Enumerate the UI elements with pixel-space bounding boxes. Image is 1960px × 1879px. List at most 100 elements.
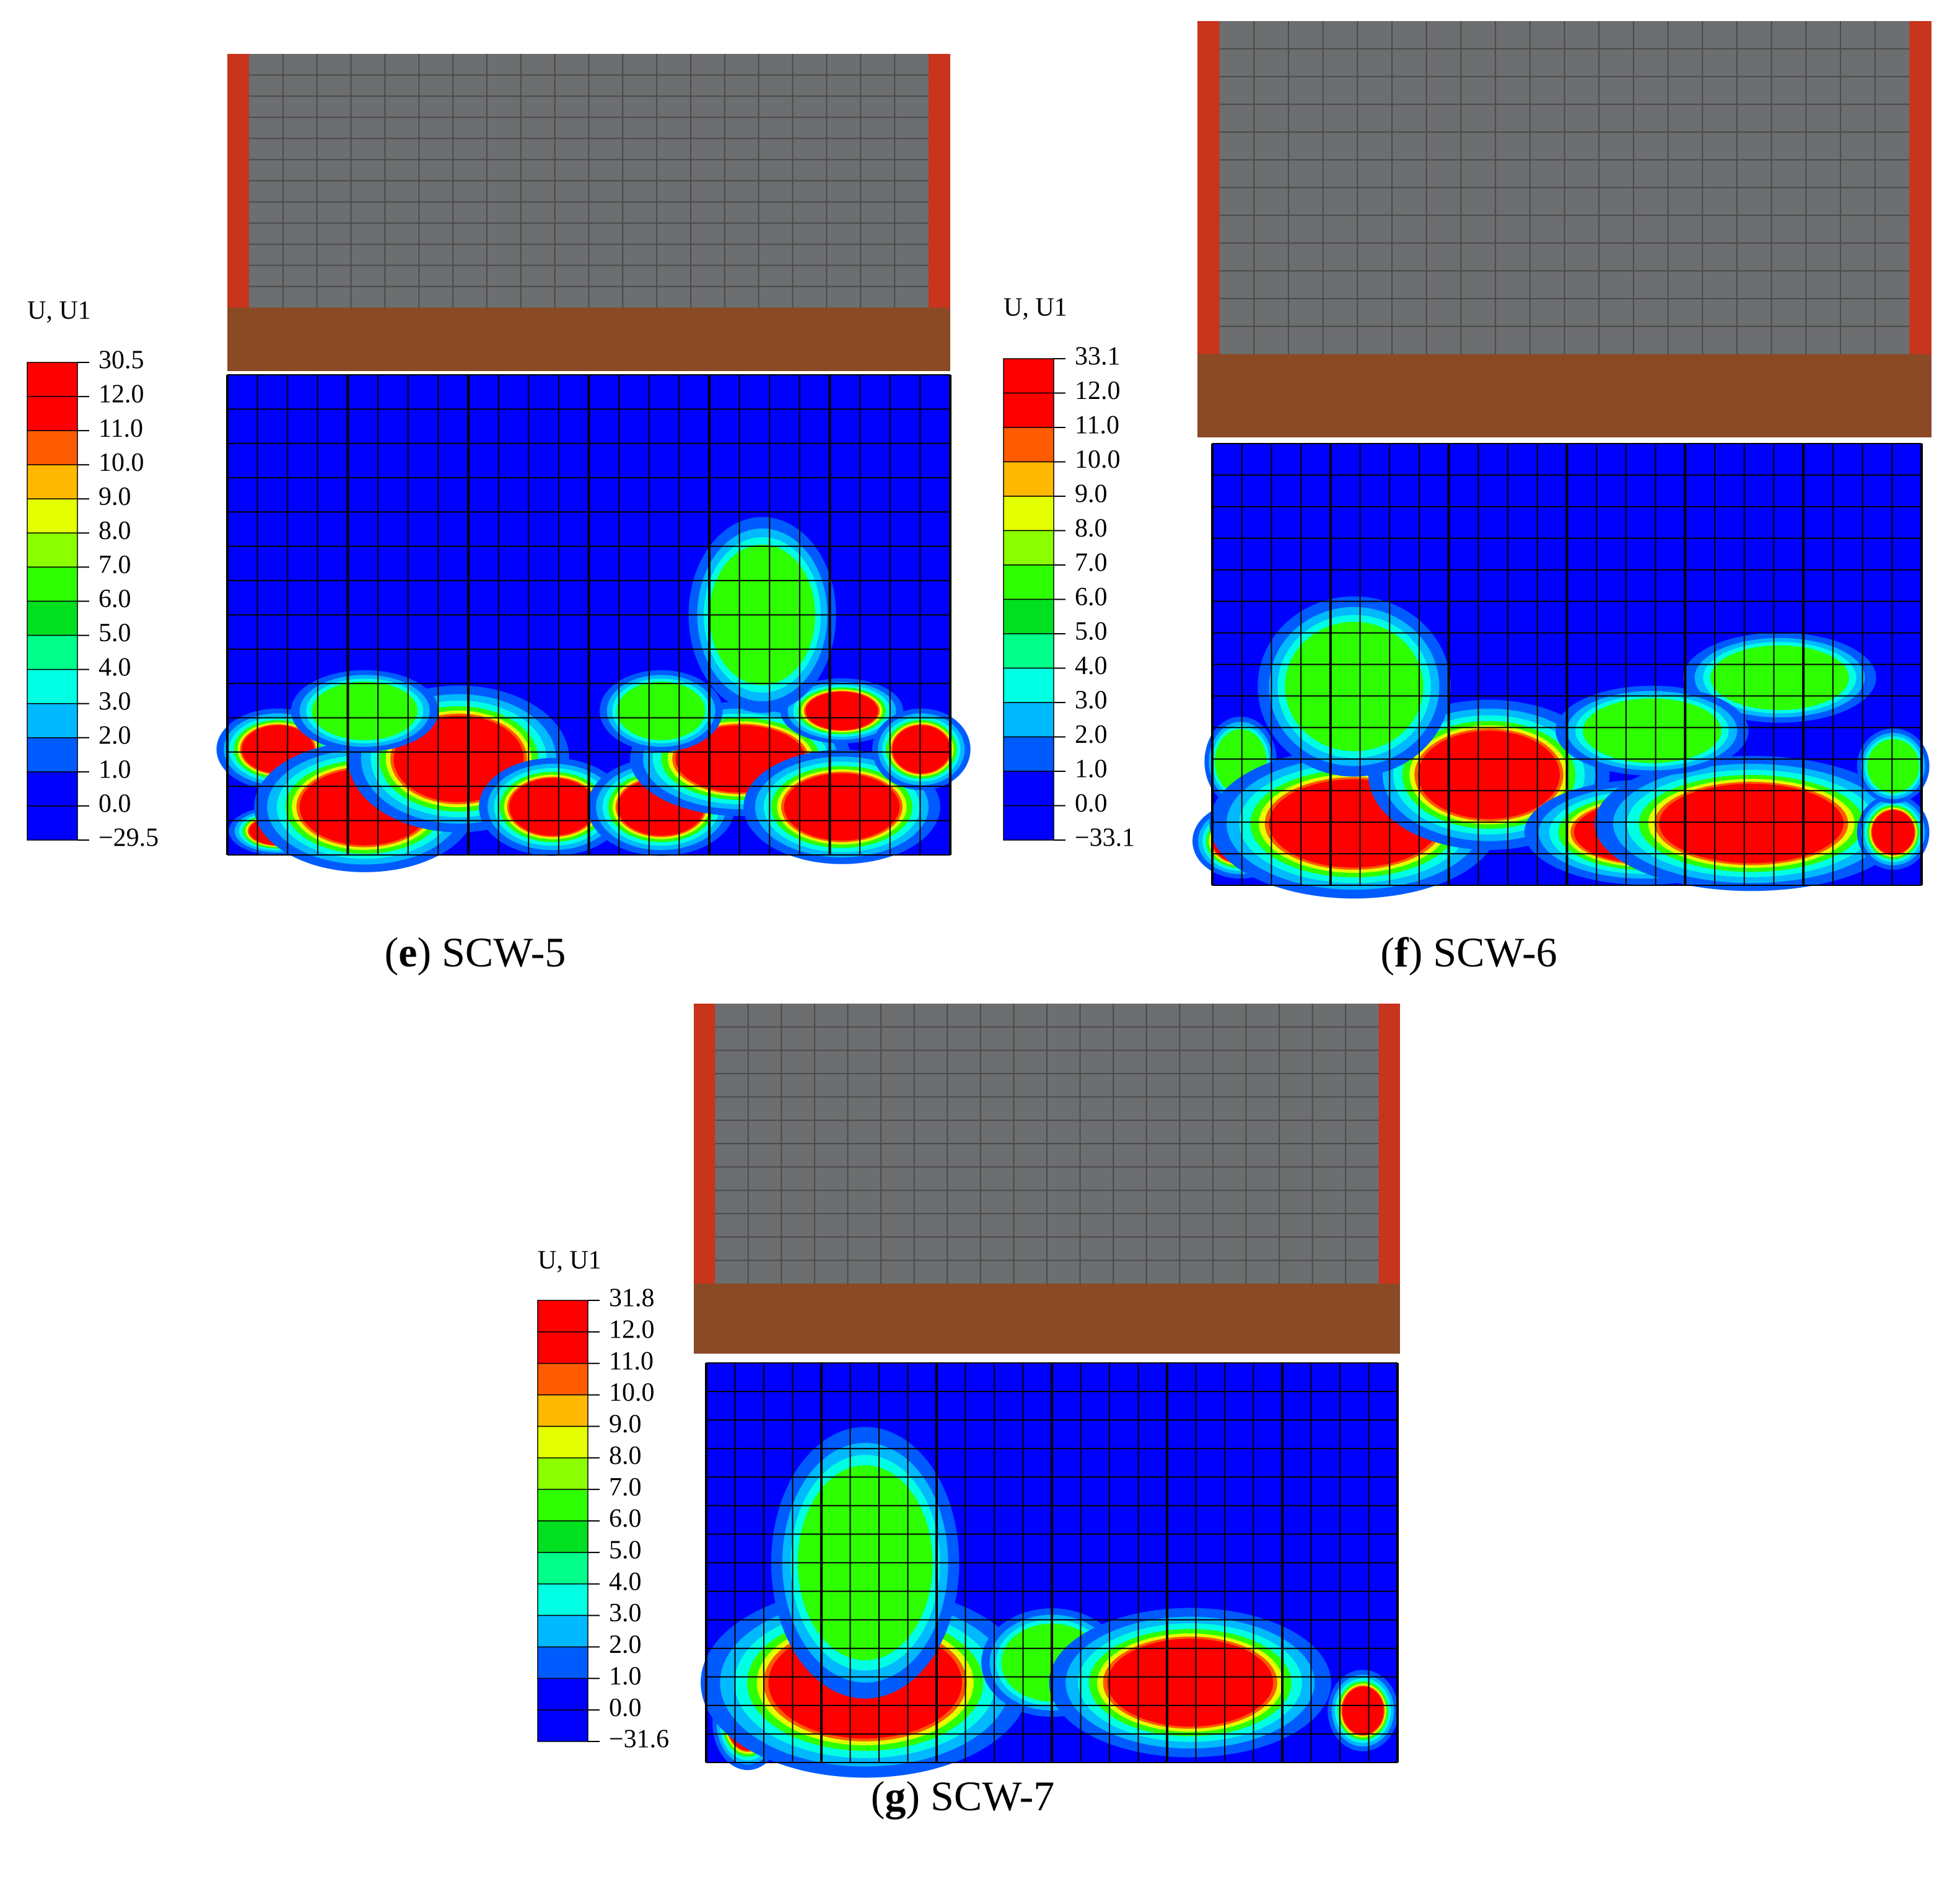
- legend-label: 2.0: [609, 1631, 642, 1659]
- legend-band: [27, 805, 78, 841]
- legend-band: [537, 1614, 588, 1648]
- contour-blob: [1285, 621, 1424, 751]
- legend-label: 7.0: [98, 551, 131, 579]
- legend-label: 2.0: [98, 721, 131, 750]
- caption: (g) SCW-7: [871, 1772, 1055, 1820]
- legend-label: 10.0: [98, 449, 144, 477]
- legend-band: [537, 1331, 588, 1364]
- legend-band: [537, 1709, 588, 1742]
- photo-base: [227, 307, 950, 371]
- legend-label: 5.0: [1075, 618, 1108, 646]
- legend-band: [1003, 771, 1054, 807]
- caption-part: (: [1380, 929, 1394, 976]
- legend-label: 3.0: [98, 687, 131, 716]
- legend-label: 5.0: [609, 1536, 642, 1564]
- legend-label: 8.0: [609, 1442, 642, 1470]
- contour-blob: [617, 681, 706, 740]
- legend-label: 12.0: [1075, 377, 1121, 405]
- caption-part: ) SCW-6: [1409, 929, 1557, 976]
- legend-band: [27, 498, 78, 534]
- legend-label: 11.0: [98, 414, 143, 443]
- legend-label: −31.6: [609, 1725, 669, 1754]
- legend-band: [537, 1646, 588, 1680]
- legend-label: 8.0: [1075, 514, 1108, 543]
- contour-blob: [1659, 784, 1844, 864]
- legend-label: 7.0: [1075, 549, 1108, 577]
- legend-label: 1.0: [98, 755, 131, 784]
- legend-label: 6.0: [1075, 583, 1108, 611]
- legend-label: 6.0: [609, 1505, 642, 1533]
- legend-label: 10.0: [1075, 445, 1121, 474]
- legend-label: 1.0: [609, 1662, 642, 1691]
- legend-band: [27, 566, 78, 602]
- legend-band: [1003, 736, 1054, 772]
- legend-label: 8.0: [98, 517, 131, 545]
- legend-label: 31.8: [609, 1284, 655, 1313]
- legend-label: 3.0: [609, 1599, 642, 1627]
- legend-band: [537, 1457, 588, 1490]
- legend-label: 11.0: [609, 1347, 654, 1375]
- legend-label: 4.0: [609, 1567, 642, 1596]
- caption-part: ) SCW-5: [417, 929, 566, 976]
- legend-label: 1.0: [1075, 755, 1108, 784]
- caption-part: g: [885, 1772, 906, 1820]
- contour-blob: [805, 691, 878, 730]
- legend-band: [1003, 530, 1054, 566]
- legend-band: [1003, 392, 1054, 428]
- legend-band: [537, 1394, 588, 1427]
- contour-blob: [1418, 730, 1560, 820]
- legend-label: 4.0: [98, 653, 131, 681]
- caption-part: ) SCW-7: [906, 1772, 1054, 1820]
- legend-band: [27, 703, 78, 738]
- legend-band: [27, 396, 78, 431]
- legend-band: [1003, 564, 1054, 600]
- legend-band: [1003, 598, 1054, 634]
- panel: U, U1 33.1 12.0 11.0 10.0 9.0 8.0 7.0 6.0 5.0 4.0 3…: [1003, 21, 1932, 976]
- contour-blob: [1107, 1639, 1274, 1727]
- legend-band: [1003, 805, 1054, 841]
- legend-band: [27, 362, 78, 397]
- legend-label: 11.0: [1075, 411, 1119, 440]
- legend-band: [537, 1552, 588, 1585]
- legend-label: 9.0: [98, 483, 131, 511]
- legend-label: −33.1: [1075, 824, 1135, 852]
- legend-band: [1003, 667, 1054, 703]
- legend-label: 30.5: [98, 346, 144, 375]
- legend-label: 9.0: [609, 1410, 642, 1439]
- legend-label: 12.0: [98, 380, 144, 409]
- legend-title: U, U1: [1004, 294, 1067, 322]
- legend-label: 10.0: [609, 1378, 655, 1407]
- legend-band: [537, 1426, 588, 1459]
- legend-band: [27, 737, 78, 773]
- legend-label: 0.0: [609, 1694, 642, 1722]
- legend-label: 9.0: [1075, 480, 1108, 509]
- legend-label: 0.0: [98, 790, 131, 818]
- contour-blob: [1342, 1686, 1384, 1735]
- legend-band: [1003, 461, 1054, 497]
- legend-band: [27, 532, 78, 568]
- contour-blob: [892, 725, 950, 774]
- legend-band: [1003, 633, 1054, 669]
- legend-title: U, U1: [538, 1246, 602, 1275]
- legend-band: [1003, 702, 1054, 738]
- legend-label: 33.1: [1075, 343, 1121, 371]
- legend-band: [1003, 427, 1054, 463]
- legend-title: U, U1: [27, 297, 91, 325]
- contour-blob: [509, 778, 597, 836]
- legend-band: [27, 771, 78, 807]
- caption-part: (: [871, 1772, 885, 1820]
- legend-label: 3.0: [1075, 686, 1108, 715]
- legend-band: [27, 430, 78, 465]
- legend-band: [537, 1520, 588, 1553]
- contour-blob: [1867, 738, 1920, 793]
- legend-label: 4.0: [1075, 652, 1108, 680]
- caption-part: (: [385, 929, 399, 976]
- caption: (f) SCW-6: [1380, 929, 1557, 976]
- legend-label: 2.0: [1075, 721, 1108, 749]
- legend-label: 6.0: [98, 585, 131, 613]
- caption-part: e: [398, 929, 417, 976]
- legend-band: [537, 1678, 588, 1710]
- legend-band: [1003, 496, 1054, 532]
